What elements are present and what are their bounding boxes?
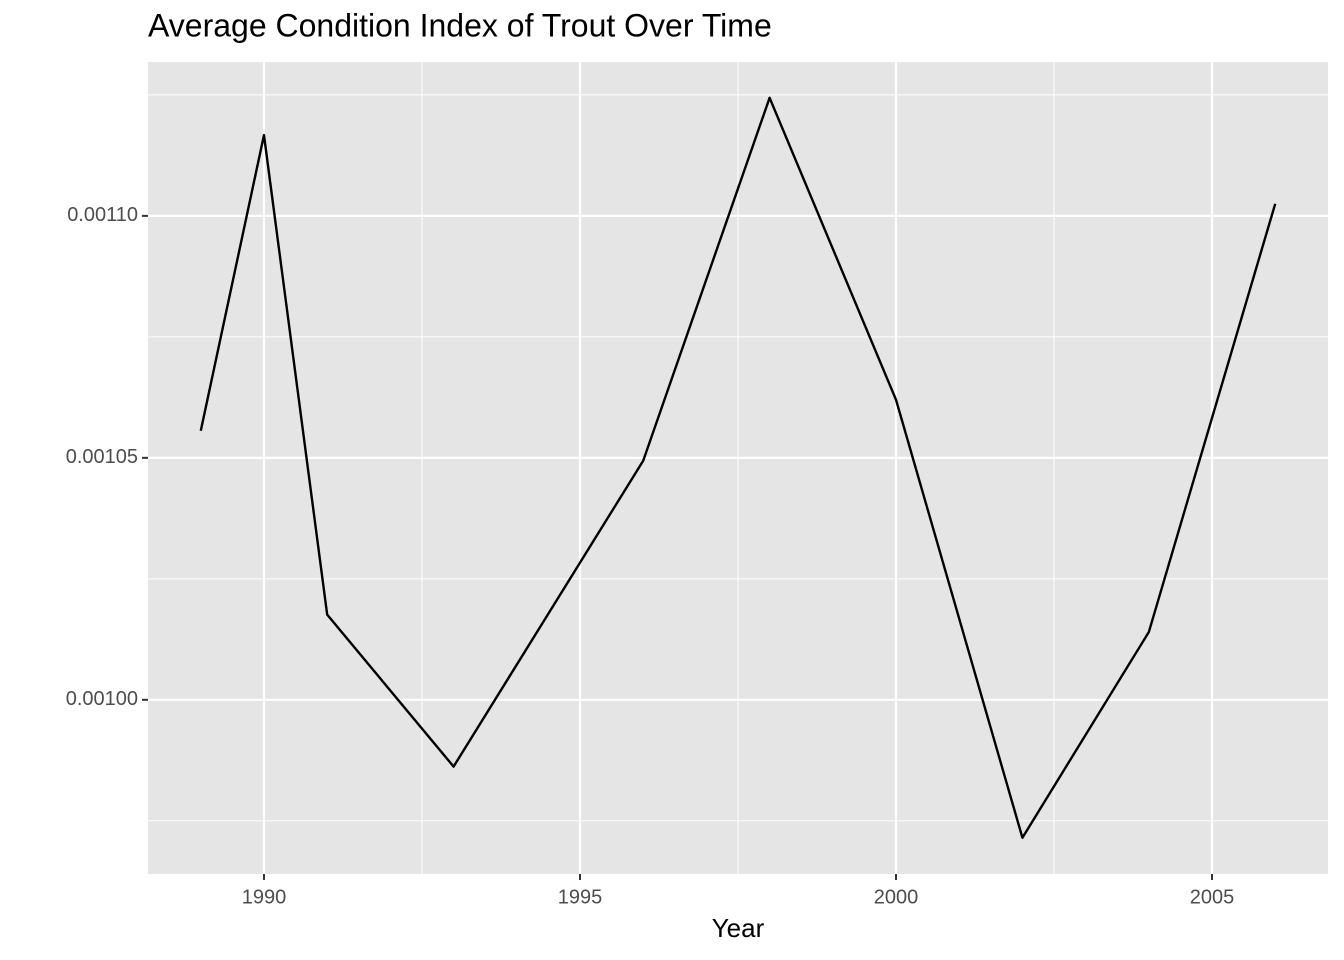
chart-title: Average Condition Index of Trout Over Ti… [148,7,772,43]
x-tick-label: 1990 [242,886,287,908]
x-tick-label: 2000 [874,886,919,908]
x-axis-title: Year [712,913,765,943]
y-tick-label: 0.00105 [66,446,138,468]
line [199,96,1277,839]
x-tick-label: 1995 [558,886,603,908]
y-tick-label: 0.00110 [67,204,138,226]
x-tick-label: 2005 [1190,886,1235,908]
y-tick-label: 0.00100 [66,688,138,710]
